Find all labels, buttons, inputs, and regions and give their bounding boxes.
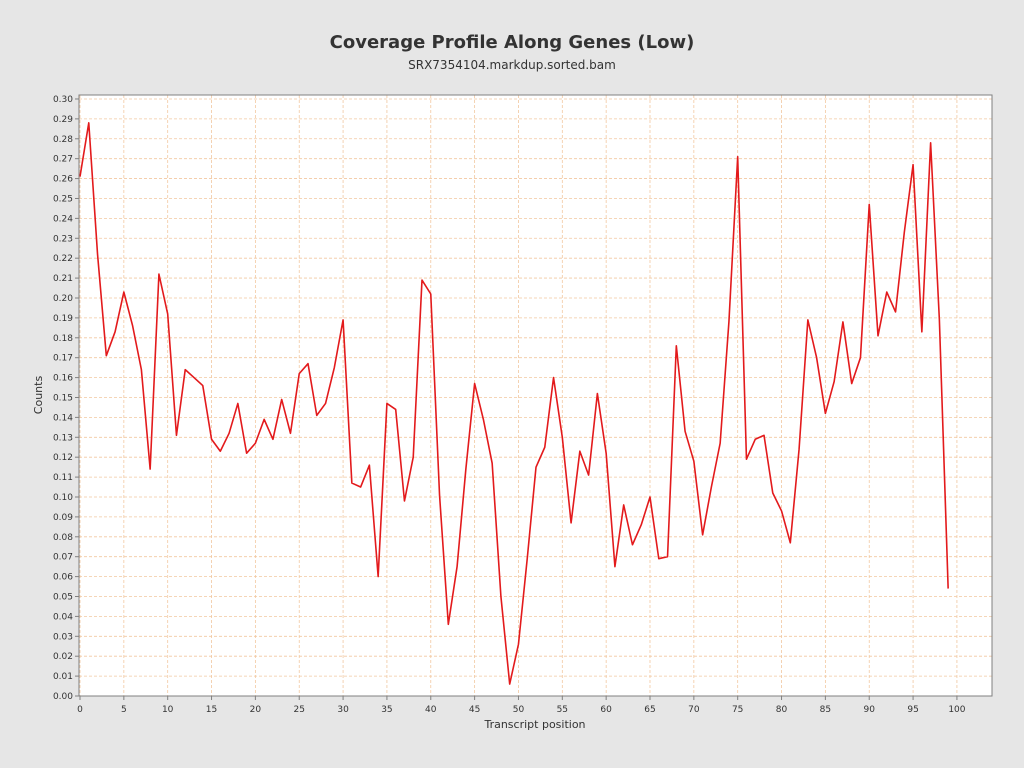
x-tick-label: 50	[513, 705, 525, 715]
series-line	[79, 122, 949, 685]
x-tick-label: 80	[776, 705, 788, 715]
x-tick-label: 90	[864, 705, 876, 715]
plot-border	[78, 94, 993, 697]
y-tick-label: 0.28	[53, 135, 73, 145]
y-tick-label: 0.18	[53, 334, 73, 344]
y-tick-label: 0.02	[53, 652, 73, 662]
y-tick-label: 0.07	[53, 553, 73, 563]
y-tick-label: 0.08	[53, 533, 73, 543]
y-tick-label: 0.00	[53, 692, 73, 702]
y-tick-label: 0.11	[53, 473, 73, 483]
x-tick-label: 70	[688, 705, 700, 715]
x-axis-label: Transcript position	[483, 718, 585, 731]
x-tick-label: 100	[948, 705, 965, 715]
y-tick-label: 0.16	[53, 374, 73, 384]
x-tick-label: 35	[381, 705, 392, 715]
y-tick-label: 0.24	[53, 214, 73, 224]
y-tick-label: 0.19	[53, 314, 73, 324]
y-tick-label: 0.26	[53, 175, 73, 185]
y-tick-label: 0.03	[53, 632, 73, 642]
x-tick-label: 40	[425, 705, 437, 715]
x-tick-label: 60	[600, 705, 612, 715]
x-tick-label: 25	[294, 705, 305, 715]
x-tick-label: 55	[557, 705, 568, 715]
y-tick-label: 0.21	[53, 274, 73, 284]
y-tick-label: 0.27	[53, 155, 73, 165]
x-tick-label: 15	[206, 705, 217, 715]
y-tick-label: 0.17	[53, 354, 73, 364]
y-tick-label: 0.20	[53, 294, 73, 304]
y-axis-ticks: 0.00 0.01 0.02 0.03 0.04 0.05 0.06 0.07 0.08 0.09…	[53, 95, 79, 702]
x-tick-label: 0	[77, 705, 83, 715]
y-tick-label: 0.10	[53, 493, 73, 503]
y-tick-label: 0.12	[53, 453, 73, 463]
x-tick-label: 30	[337, 705, 349, 715]
y-tick-label: 0.25	[53, 194, 73, 204]
x-tick-label: 5	[121, 705, 127, 715]
chart-subtitle: SRX7354104.markdup.sorted.bam	[408, 58, 616, 72]
grid-lines	[79, 95, 992, 697]
y-tick-label: 0.15	[53, 393, 73, 403]
y-tick-label: 0.04	[53, 612, 73, 622]
y-tick-label: 0.13	[53, 433, 73, 443]
x-tick-label: 85	[820, 705, 831, 715]
y-tick-label: 0.05	[53, 592, 73, 602]
y-tick-label: 0.29	[53, 115, 73, 125]
y-tick-label: 0.22	[53, 254, 73, 264]
y-tick-label: 0.01	[53, 672, 73, 682]
x-tick-label: 10	[162, 705, 174, 715]
series-layer	[79, 122, 949, 685]
x-tick-label: 75	[732, 705, 743, 715]
y-tick-label: 0.14	[53, 413, 73, 423]
y-tick-label: 0.23	[53, 234, 73, 244]
y-axis-label: Counts	[32, 376, 45, 415]
x-tick-label: 45	[469, 705, 480, 715]
x-axis-ticks: 0 5 10 15 20 25 30 35 40 45 50 55 60 65 70 75 80 85 90 95 10…	[77, 696, 966, 715]
chart-title: Coverage Profile Along Genes (Low)	[330, 32, 695, 53]
x-tick-label: 95	[907, 705, 918, 715]
x-tick-label: 20	[250, 705, 262, 715]
x-tick-label: 65	[644, 705, 655, 715]
y-tick-label: 0.09	[53, 513, 73, 523]
plot-area	[79, 95, 992, 696]
y-tick-label: 0.06	[53, 573, 73, 583]
y-tick-label: 0.30	[53, 95, 73, 105]
